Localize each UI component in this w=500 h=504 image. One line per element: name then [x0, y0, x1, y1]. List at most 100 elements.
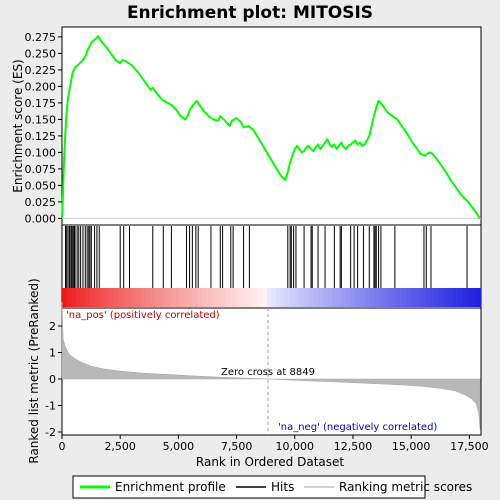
heat-segment — [290, 288, 296, 307]
heat-segment — [406, 288, 412, 307]
legend: Enrichment profile Hits Ranking metric s… — [72, 475, 472, 499]
chart-title: Enrichment plot: MITOSIS — [127, 3, 373, 23]
heat-segment — [164, 288, 170, 307]
rank-metric-layer — [61, 302, 481, 435]
es-panel-frame — [61, 26, 482, 226]
heat-segment — [280, 288, 287, 307]
heat-segment — [210, 288, 217, 307]
heat-segment — [99, 288, 105, 307]
heat-segment — [248, 288, 254, 307]
heat-segment — [178, 288, 184, 307]
heat-segment — [113, 288, 119, 307]
x-axis-label: Rank in Ordered Dataset — [196, 455, 344, 469]
heat-segment — [434, 288, 440, 307]
es-y-tick-label: 0.000 — [25, 212, 57, 225]
heat-segment — [313, 288, 319, 307]
legend-enrichment-label: Enrichment profile — [115, 480, 226, 494]
heat-segment — [355, 288, 361, 307]
rank-y-tick-label: -1 — [45, 400, 56, 413]
es-y-tick-label: 0.275 — [25, 31, 57, 44]
heat-segment — [294, 288, 301, 307]
rank-heat-bar — [62, 288, 482, 307]
es-y-tick-label: 0.200 — [25, 80, 57, 93]
rank-y-tick-label: 2 — [49, 320, 56, 333]
heat-segment — [397, 288, 403, 307]
heat-segment — [187, 288, 193, 307]
es-y-tick-label: 0.125 — [25, 130, 57, 143]
heat-segment — [271, 288, 277, 307]
heat-segment — [257, 288, 263, 307]
heat-segment — [341, 288, 347, 307]
heat-segment — [373, 288, 380, 307]
heat-segment — [429, 288, 436, 307]
heat-segment — [220, 288, 226, 307]
heat-segment — [224, 288, 231, 307]
heat-segment — [201, 288, 207, 307]
x-tick-label: 5,000 — [163, 440, 195, 453]
heat-segment — [89, 288, 96, 307]
hits-layer — [64, 226, 468, 288]
heat-segment — [359, 288, 366, 307]
heat-segment — [369, 288, 375, 307]
heat-segment — [145, 288, 152, 307]
heat-segment — [378, 288, 384, 307]
heat-segment — [141, 288, 147, 307]
heat-segment — [345, 288, 352, 307]
heat-segment — [415, 288, 422, 307]
x-tick-label: 10,000 — [276, 440, 315, 453]
heat-segment — [262, 288, 268, 307]
heat-segment — [332, 288, 338, 307]
heat-segment — [173, 288, 179, 307]
es-y-tick-label: 0.175 — [25, 97, 57, 110]
heat-segment — [131, 288, 138, 307]
rank-y-tick-label: -2 — [45, 426, 56, 439]
x-tick-label: 0 — [59, 440, 66, 453]
heat-segment — [122, 288, 128, 307]
heat-segment — [322, 288, 328, 307]
x-tick-label: 17,500 — [450, 440, 489, 453]
heat-segment — [108, 288, 114, 307]
enrichment-profile-line — [61, 35, 481, 219]
heat-segment — [387, 288, 394, 307]
heat-segment — [425, 288, 431, 307]
heat-segment — [75, 288, 82, 307]
rank-metric-area — [61, 302, 481, 430]
heat-segment — [364, 288, 370, 307]
heat-segment — [443, 288, 450, 307]
heat-segment — [80, 288, 86, 307]
heat-segment — [476, 288, 482, 307]
heat-segment — [453, 288, 459, 307]
heat-segment — [336, 288, 342, 307]
es-y-tick-label: 0.050 — [25, 179, 57, 192]
zero-cross-label: Zero cross at 8849 — [221, 367, 315, 378]
heat-segment — [150, 288, 156, 307]
heat-segment — [471, 288, 477, 307]
heat-segment — [299, 288, 305, 307]
rank-y-tick-label: 0 — [49, 373, 56, 386]
heat-segment — [66, 288, 72, 307]
x-tick-label: 7,500 — [221, 440, 253, 453]
es-layer — [61, 35, 481, 219]
heat-segment — [308, 288, 314, 307]
axes-layer: 0.000 0.025 0.050 0.075 0.100 0.125 0.150 0.175… — [25, 31, 489, 453]
heat-segment — [159, 288, 166, 307]
es-y-tick-label: 0.225 — [25, 64, 57, 77]
heat-segment — [85, 288, 91, 307]
heat-segment — [238, 288, 245, 307]
heat-segment — [229, 288, 235, 307]
heat-segment — [457, 288, 463, 307]
heat-segment — [411, 288, 417, 307]
heat-segment — [252, 288, 259, 307]
x-tick-label: 12,500 — [334, 440, 373, 453]
legend-rank-label: Ranking metric scores — [339, 480, 472, 494]
heat-segment — [439, 288, 445, 307]
heat-segment — [448, 288, 454, 307]
rank-y-tick-label: 1 — [49, 347, 56, 360]
neg-correlated-label: 'na_neg' (negatively correlated) — [278, 422, 437, 433]
heat-segment — [276, 288, 282, 307]
heat-segment — [169, 288, 175, 307]
heat-segment — [127, 288, 133, 307]
es-y-tick-label: 0.250 — [25, 47, 57, 60]
